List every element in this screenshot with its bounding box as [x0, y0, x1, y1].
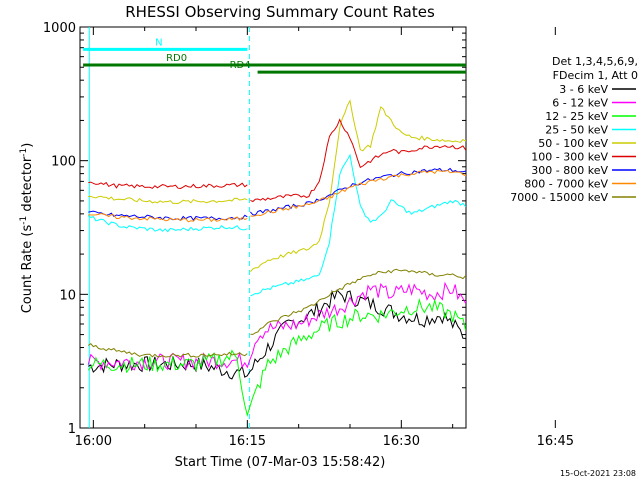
- plot-area: 110100100016:0016:1516:3016:4517:0017:15…: [43, 21, 574, 449]
- y-axis-label-end: ): [20, 143, 35, 148]
- flag-label: N: [155, 37, 162, 48]
- series-line: [87, 343, 248, 358]
- legend: Det 1,3,4,5,6,9,FDecim 1, Att 03 - 6 keV…: [510, 55, 638, 204]
- y-axis-label-sup: -1: [19, 216, 29, 225]
- y-axis-label-main: Count Rate (s: [20, 225, 35, 314]
- plot-content: NSFRD0RD4: [83, 27, 466, 428]
- legend-entry-label: 100 - 300 keV: [531, 151, 608, 164]
- series-line: [87, 298, 466, 417]
- series-line: [87, 215, 248, 233]
- series-line: [250, 99, 466, 272]
- y-tick-label: 1: [68, 422, 76, 437]
- series-line: [87, 281, 466, 372]
- x-tick-label: 16:30: [383, 434, 420, 449]
- flag-label: RD4: [230, 60, 251, 71]
- y-tick-label: 100: [51, 155, 76, 170]
- legend-entry-label: 25 - 50 keV: [545, 124, 608, 137]
- series-line: [87, 289, 466, 380]
- legend-entry-label: 3 - 6 keV: [559, 83, 608, 96]
- legend-entry-label: 7000 - 15000 keV: [510, 191, 608, 204]
- series-line: [250, 118, 466, 203]
- legend-entry-label: 50 - 100 keV: [538, 137, 608, 150]
- y-axis-label-rest: detector: [20, 156, 35, 216]
- legend-entry-label: 6 - 12 keV: [552, 97, 608, 110]
- series-line: [250, 268, 466, 335]
- flag-label: RD0: [166, 53, 187, 64]
- legend-header-line: Det 1,3,4,5,6,9,: [552, 55, 638, 68]
- x-tick-label: 16:45: [537, 434, 574, 449]
- chart-title: RHESSI Observing Summary Count Rates: [125, 3, 435, 21]
- y-tick-label: 10: [59, 288, 76, 303]
- plot-frame: [79, 26, 467, 429]
- legend-entry-label: 800 - 7000 keV: [524, 178, 608, 191]
- series-line: [250, 153, 466, 297]
- x-tick-label: 16:15: [229, 434, 266, 449]
- timestamp: 15-Oct-2021 23:08: [560, 469, 636, 478]
- y-tick-label: 1000: [43, 21, 76, 36]
- series-line: [88, 181, 248, 190]
- x-axis-label: Start Time (07-Mar-03 15:58:42): [175, 455, 386, 470]
- x-tick-label: 16:00: [75, 434, 112, 449]
- series-line: [88, 195, 248, 205]
- legend-entry-label: 12 - 25 keV: [545, 110, 608, 123]
- series-line: [250, 169, 466, 217]
- series-line: [88, 212, 248, 223]
- y-axis-label: Count Rate (s-1 detector-1): [19, 143, 35, 314]
- legend-entry-label: 300 - 800 keV: [531, 164, 608, 177]
- legend-header-line: FDecim 1, Att 0: [553, 69, 638, 82]
- y-axis-label-sup2: -1: [19, 148, 29, 157]
- svg-text:Count Rate (s-1 detector-1): Count Rate (s-1 detector-1): [19, 143, 35, 314]
